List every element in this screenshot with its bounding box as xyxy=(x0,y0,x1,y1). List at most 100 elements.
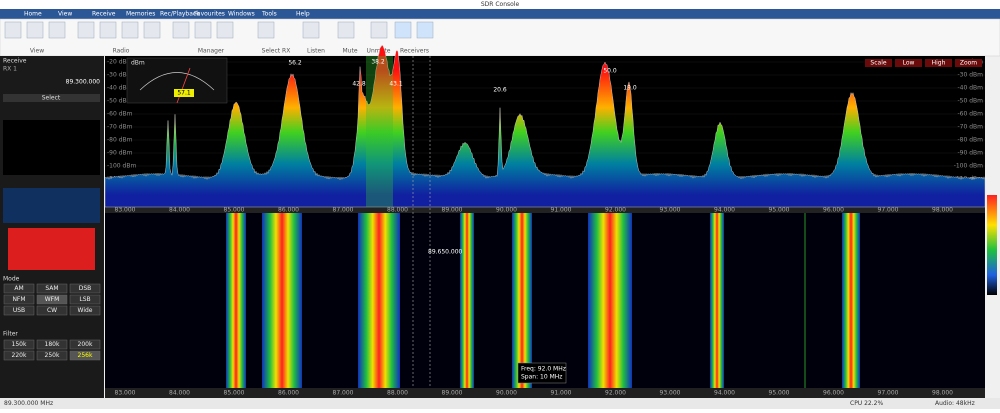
scale-label: 86.000 xyxy=(278,390,299,397)
menu-item[interactable]: Home xyxy=(24,11,42,18)
s-meter-badge xyxy=(174,89,194,97)
ribbon-button[interactable] xyxy=(121,21,139,39)
spectrum-button[interactable] xyxy=(865,59,892,67)
menu-item[interactable]: Memories xyxy=(126,11,155,18)
level-label: -60 dBm xyxy=(107,111,133,118)
peak-label: 50.0 xyxy=(603,68,617,75)
menu-item[interactable]: Receive xyxy=(92,11,116,18)
ribbon-group-label: Receivers xyxy=(400,48,429,55)
ribbon-button[interactable] xyxy=(99,21,117,39)
filter-button[interactable] xyxy=(3,339,35,350)
ribbon-group-label: Unmute xyxy=(367,48,391,55)
mode-button[interactable] xyxy=(3,305,35,316)
menu-item[interactable]: View xyxy=(58,11,72,18)
peak-label: 42.8 xyxy=(352,81,366,88)
ribbon-group-label: View xyxy=(30,48,44,55)
filter-button[interactable] xyxy=(69,350,101,361)
spectrum-axis xyxy=(105,207,985,213)
axis-label: 97.000 xyxy=(878,207,899,214)
scale-label: 83.000 xyxy=(115,390,136,397)
scale-label: 93.000 xyxy=(660,390,681,397)
mode-button[interactable] xyxy=(36,305,68,316)
mode-label: DSB xyxy=(79,285,92,292)
mode-label: WFM xyxy=(45,296,60,303)
mode-button[interactable] xyxy=(36,294,68,305)
ribbon-button[interactable] xyxy=(48,21,66,39)
title-bar xyxy=(0,0,1000,9)
mode-label: NFM xyxy=(12,296,25,303)
status-audio: Audio: 48kHz xyxy=(935,400,975,407)
peak-label: 19.0 xyxy=(623,85,637,92)
ribbon-button[interactable] xyxy=(394,21,412,39)
level-label-right: -100 dBm xyxy=(954,163,983,170)
s-meter-unit: dBm xyxy=(131,60,145,67)
ribbon-button[interactable] xyxy=(26,21,44,39)
axis-label: 93.000 xyxy=(660,207,681,214)
filter-label: 150k xyxy=(12,341,27,348)
filter-label: 200k xyxy=(78,341,93,348)
ribbon-button[interactable] xyxy=(302,21,320,39)
filter-label: 220k xyxy=(12,352,27,359)
peak-label: 43.1 xyxy=(389,81,403,88)
ribbon-button[interactable] xyxy=(4,21,22,39)
filter-title: Filter xyxy=(3,331,18,338)
filter-button[interactable] xyxy=(3,350,35,361)
panel-header: Receive xyxy=(3,58,27,65)
menu-bar xyxy=(0,9,1000,19)
ribbon-button[interactable] xyxy=(337,21,355,39)
ribbon-button[interactable] xyxy=(143,21,161,39)
frequency-display: 89.300.000 xyxy=(66,79,101,86)
mode-label: Wide xyxy=(78,307,93,314)
scale-label: 90.000 xyxy=(496,390,517,397)
level-label: -30 dBm xyxy=(107,72,133,79)
ribbon-button[interactable] xyxy=(77,21,95,39)
spectrum-button[interactable] xyxy=(895,59,922,67)
level-label-right: -30 dBm xyxy=(958,72,984,79)
mode-button[interactable] xyxy=(69,294,101,305)
menu-item[interactable]: Help xyxy=(296,11,310,18)
ribbon xyxy=(0,18,1000,57)
mode-label: SAM xyxy=(45,285,58,292)
filter-button[interactable] xyxy=(36,350,68,361)
menu-item[interactable]: Favourites xyxy=(194,11,225,18)
spectrum-button[interactable] xyxy=(925,59,952,67)
level-label: -100 dBm xyxy=(107,163,136,170)
frequency-scale xyxy=(105,388,985,398)
axis-label: 95.000 xyxy=(769,207,790,214)
axis-label: 91.000 xyxy=(551,207,572,214)
peak-label: 56.2 xyxy=(288,60,302,67)
level-label-right: -40 dBm xyxy=(958,85,984,92)
ribbon-button[interactable] xyxy=(216,21,234,39)
menu-item[interactable]: Rec/Playback xyxy=(160,11,200,18)
ribbon-group-label: Mute xyxy=(342,48,357,55)
selection-band xyxy=(366,56,393,207)
menu-item[interactable]: Windows xyxy=(228,11,255,18)
tooltip-line: Span: 10 MHz xyxy=(521,374,562,381)
ribbon-button[interactable] xyxy=(257,21,275,39)
mode-button[interactable] xyxy=(36,283,68,294)
spectrum-button-label: Zoom xyxy=(960,60,977,67)
mode-button[interactable] xyxy=(3,283,35,294)
select-box[interactable] xyxy=(3,94,100,102)
ribbon-button[interactable] xyxy=(194,21,212,39)
spectrum-trace xyxy=(104,44,986,208)
mode-button[interactable] xyxy=(3,294,35,305)
waterfall-signal xyxy=(710,213,724,388)
filter-button[interactable] xyxy=(69,339,101,350)
menu-item[interactable]: Tools xyxy=(261,11,277,18)
ribbon-button[interactable] xyxy=(370,21,388,39)
filter-button[interactable] xyxy=(36,339,68,350)
peak-label: 38.2 xyxy=(371,59,385,66)
waterfall-signal xyxy=(460,213,474,388)
level-label: -40 dBm xyxy=(107,85,133,92)
status-frequency: 89.300.000 MHz xyxy=(4,400,53,407)
select-label: Select xyxy=(42,95,61,102)
ribbon-button[interactable] xyxy=(172,21,190,39)
mode-label: USB xyxy=(13,307,25,314)
axis-label: 98.000 xyxy=(932,207,953,214)
color-bar xyxy=(987,195,997,295)
ribbon-button[interactable] xyxy=(416,21,434,39)
mode-button[interactable] xyxy=(69,305,101,316)
spectrum-button[interactable] xyxy=(955,59,982,67)
mode-button[interactable] xyxy=(69,283,101,294)
